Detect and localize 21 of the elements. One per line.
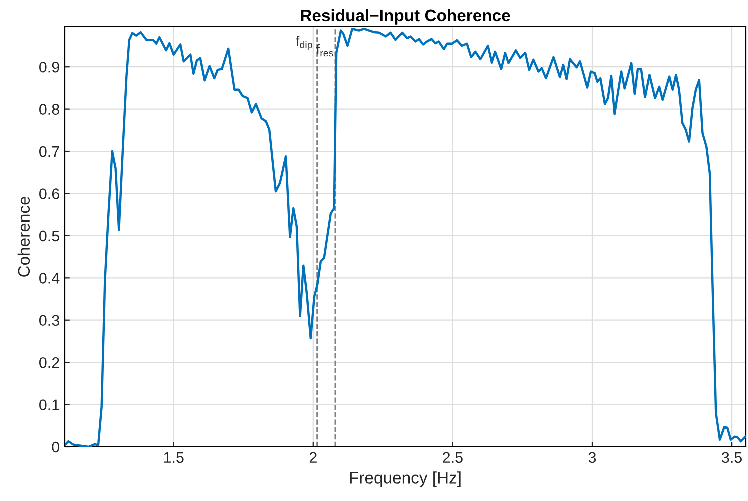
chart-title: Residual−Input Coherence [301, 9, 510, 25]
y-tick-label: 0.1 [40, 400, 60, 410]
y-tick-label: 0.4 [40, 273, 60, 284]
y-tick-label: 0.9 [40, 62, 60, 73]
y-tick-label: 0.6 [40, 188, 60, 200]
line-series [65, 28, 746, 447]
x-tick-label: 3 [588, 452, 596, 464]
y-tick-label: 0.3 [40, 315, 60, 326]
x-tick-label: 2.5 [443, 452, 463, 464]
ref-line-label: f$_{dip}$ [296, 36, 312, 50]
x-tick-label: 3.5 [722, 452, 742, 464]
x-axis-title: Frequency [Hz] [350, 472, 461, 488]
y-tick-label: 0 [52, 442, 60, 453]
y-tick-label: 0.2 [40, 357, 60, 368]
x-tick-label: 2 [310, 452, 317, 463]
y-tick-label: 0.7 [40, 146, 60, 158]
y-axis-title: Coherence [18, 196, 30, 277]
ref-line-label: f$_{res}$ [316, 44, 334, 57]
x-tick-label: 1.5 [164, 452, 184, 464]
y-tick-label: 0.5 [40, 230, 60, 242]
y-tick-label: 0.8 [40, 104, 60, 115]
